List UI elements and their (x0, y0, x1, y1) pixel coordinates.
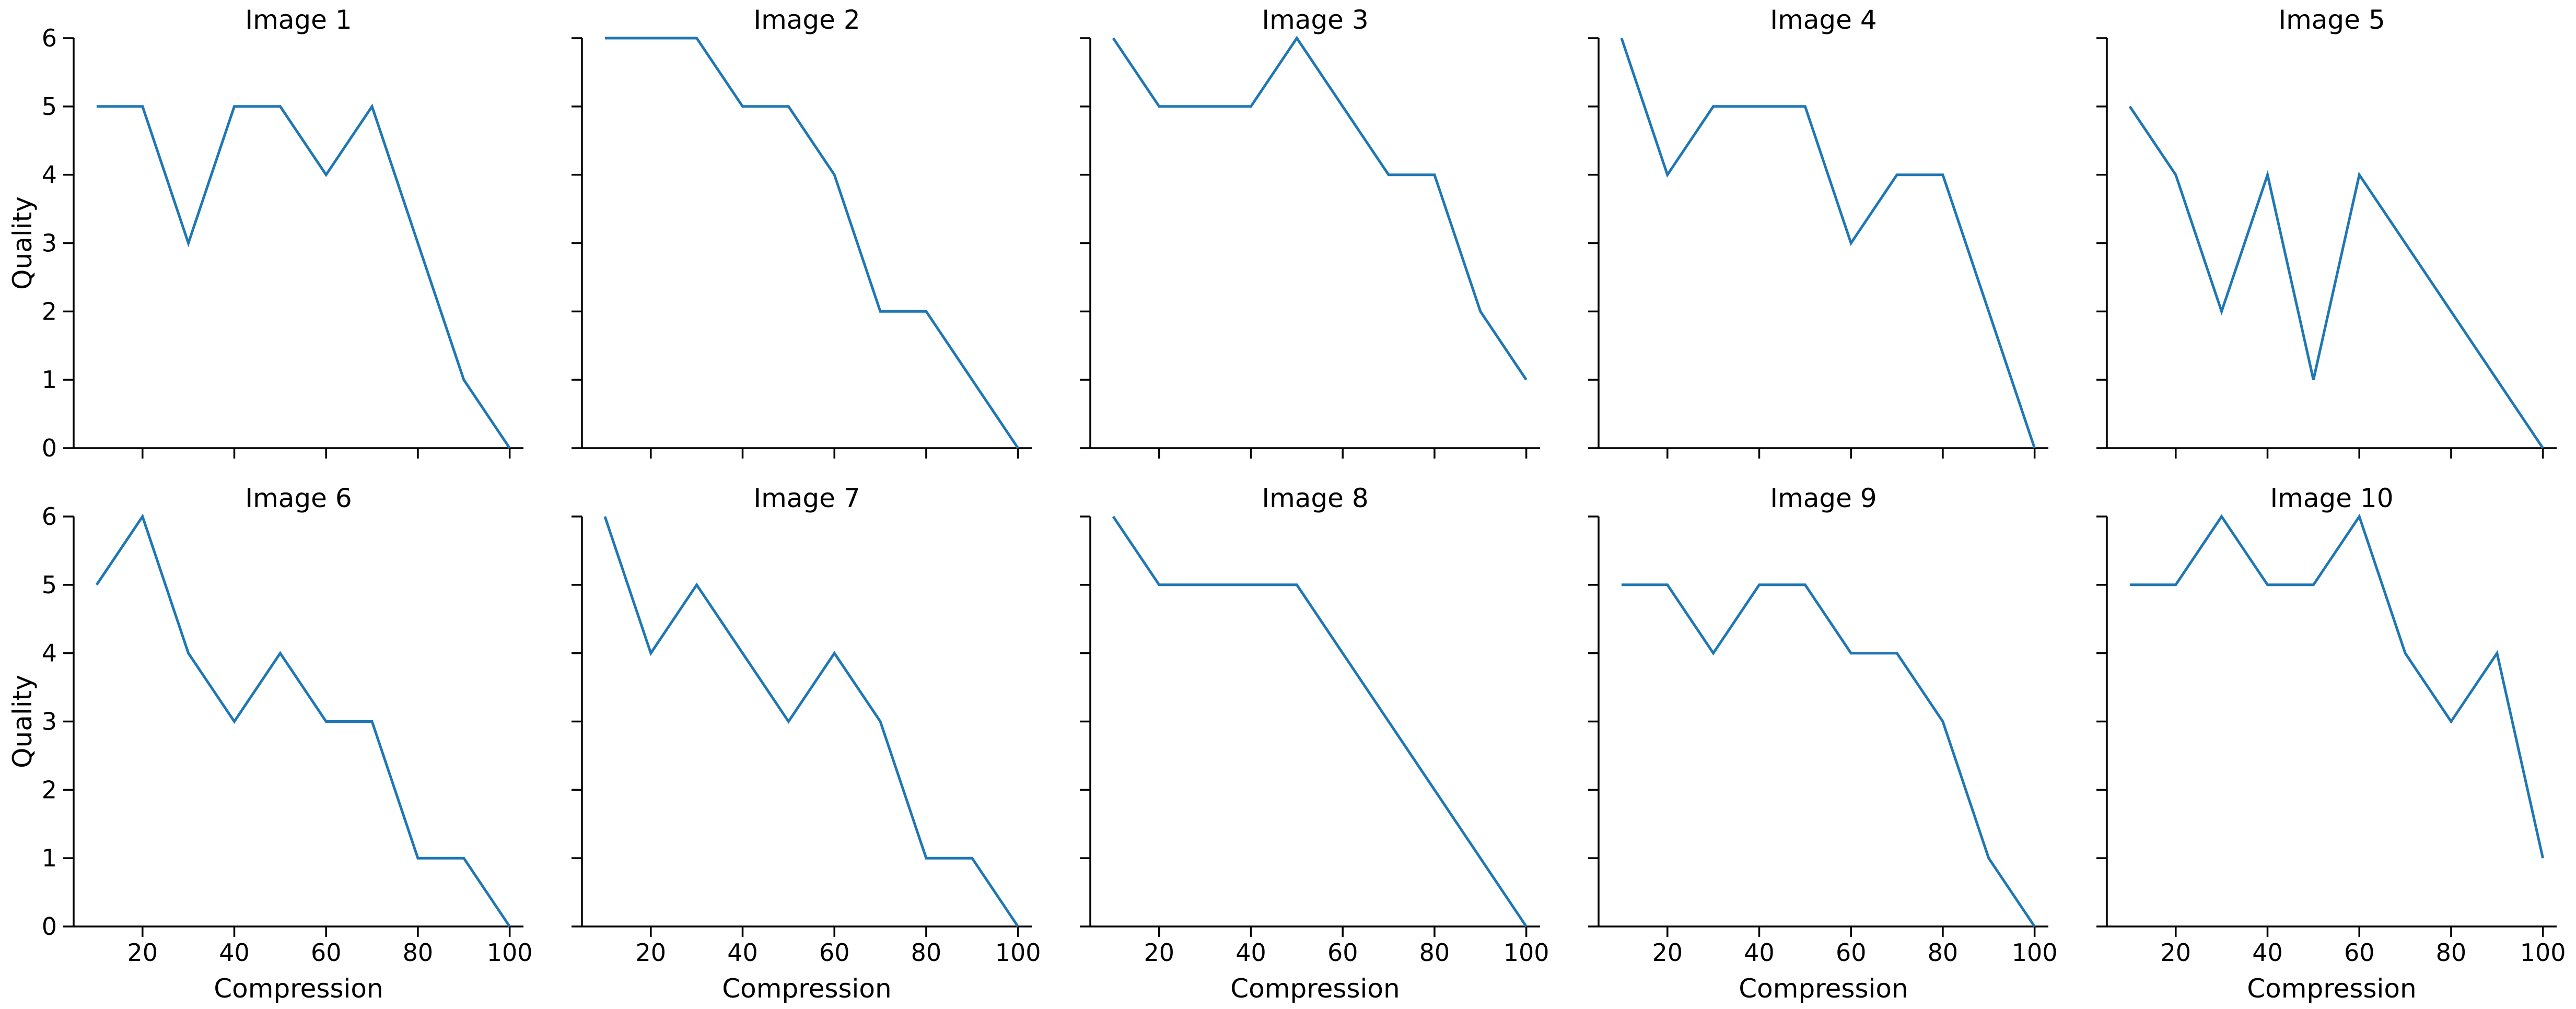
x-tick-label: 40 (1744, 938, 1775, 967)
subplot-10: Image 10 20 40 60 80 100 Compression (2096, 483, 2566, 1004)
y-tick-label: 4 (42, 639, 57, 667)
y-axis-title: Quality (7, 196, 38, 290)
series-line (96, 103, 511, 449)
subplot-title: Image 10 (2270, 483, 2393, 513)
subplot-2: Image 2 (572, 5, 1032, 459)
y-tick-label: 6 (42, 502, 57, 531)
series-line (2128, 105, 2544, 449)
subplot-4: Image 4 (1588, 5, 2048, 459)
y-tick-label: 0 (42, 434, 57, 462)
x-tick-label: 100 (487, 938, 533, 967)
x-tick-label: 20 (1144, 938, 1175, 967)
series-line (1112, 36, 1528, 381)
subplot-3: Image 3 (1080, 5, 1540, 459)
x-tick-label: 80 (1419, 938, 1450, 967)
series-line (604, 37, 1019, 449)
x-tick-label: 40 (1235, 938, 1266, 967)
series-line (1621, 583, 2036, 928)
x-tick-label: 100 (2012, 938, 2058, 967)
y-tick-label: 5 (42, 92, 57, 121)
subplot-5: Image 5 (2096, 5, 2557, 459)
series-line (95, 513, 511, 928)
subplot-title: Image 8 (1262, 483, 1368, 513)
y-tick-label: 3 (42, 229, 57, 257)
subplot-title: Image 3 (1262, 5, 1368, 35)
x-tick-label: 60 (1836, 938, 1867, 967)
subplot-9: Image 9 20 40 60 80 100 Compression (1588, 483, 2058, 1004)
x-tick-label: 40 (219, 938, 250, 967)
series-line (603, 516, 1019, 928)
subplot-8: Image 8 20 40 60 80 100 Compression (1080, 483, 1549, 1004)
x-tick-label: 20 (636, 938, 667, 967)
y-tick-label: 5 (42, 571, 57, 599)
x-axis-title: Compression (722, 973, 891, 1004)
y-tick-label: 4 (42, 161, 57, 189)
y-tick-label: 3 (42, 708, 57, 736)
subplot-7: Image 7 20 40 60 80 100 Compression (572, 483, 1041, 1004)
subplot-title: Image 1 (245, 5, 352, 35)
y-tick-label: 1 (42, 366, 57, 394)
series-line (1112, 515, 1528, 928)
x-tick-label: 80 (911, 938, 942, 967)
subplot-title: Image 5 (2278, 5, 2385, 35)
x-tick-label: 80 (403, 938, 434, 967)
subplot-1: Image 1 0 1 2 3 4 5 6 Quality (7, 5, 523, 462)
x-tick-label: 40 (727, 938, 758, 967)
x-tick-label: 60 (311, 938, 342, 967)
x-tick-label: 20 (1652, 938, 1683, 967)
x-tick-label: 80 (1928, 938, 1959, 967)
y-tick-label: 2 (42, 297, 57, 325)
subplot-title: Image 9 (1770, 483, 1876, 513)
x-tick-label: 60 (819, 938, 850, 967)
series-line (2129, 513, 2545, 859)
x-axis-title: Compression (1739, 973, 1908, 1004)
y-tick-label: 6 (42, 24, 57, 52)
x-tick-label: 20 (2161, 938, 2192, 967)
y-tick-label: 2 (42, 776, 57, 804)
y-axis-title: Quality (7, 675, 38, 768)
subplot-title: Image 6 (245, 483, 352, 513)
x-tick-label: 100 (2520, 938, 2566, 967)
x-tick-label: 60 (1327, 938, 1358, 967)
x-tick-label: 100 (995, 938, 1041, 967)
subplot-6: Image 6 0 1 2 3 4 5 6 20 40 60 80 100 Compression Qual… (7, 483, 533, 1004)
x-tick-label: 100 (1503, 938, 1549, 967)
y-tick-label: 1 (42, 844, 57, 872)
x-tick-label: 40 (2252, 938, 2283, 967)
series-line (1620, 38, 2036, 449)
x-axis-title: Compression (214, 973, 383, 1004)
x-tick-label: 80 (2436, 938, 2467, 967)
subplot-title: Image 2 (753, 5, 860, 35)
x-tick-label: 20 (127, 938, 158, 967)
x-axis-title: Compression (2247, 973, 2416, 1004)
x-tick-label: 60 (2344, 938, 2375, 967)
subplot-title: Image 4 (1770, 5, 1876, 35)
y-tick-label: 0 (42, 912, 57, 941)
x-axis-title: Compression (1230, 973, 1400, 1004)
subplot-title: Image 7 (753, 483, 860, 513)
